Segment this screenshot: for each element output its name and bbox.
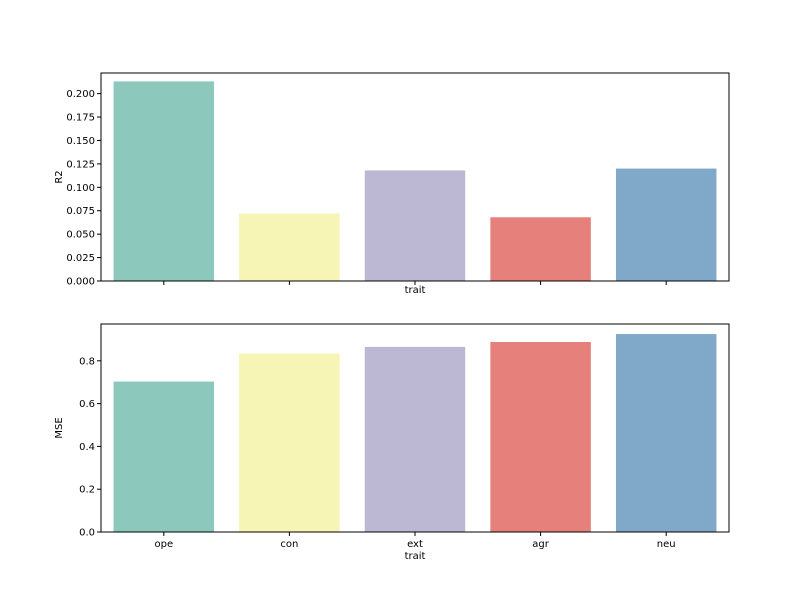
bar-r2-con: [239, 213, 340, 281]
ytick-label-mse: 0.0: [79, 528, 95, 539]
ytick-label-r2: 0.200: [66, 89, 95, 100]
ytick-label-r2: 0.150: [66, 136, 95, 147]
ytick-label-r2: 0.175: [66, 113, 95, 124]
bar-mse-agr: [490, 341, 591, 532]
xtick-label-mse: con: [280, 539, 298, 550]
x-axis-label-r2: trait: [405, 285, 426, 296]
xtick-label-mse: ext: [407, 539, 423, 550]
ytick-label-r2: 0.000: [66, 277, 95, 288]
bar-r2-neu: [615, 168, 717, 281]
xtick-label-mse: neu: [657, 539, 676, 550]
xtick-label-mse: agr: [532, 539, 549, 550]
xtick-label-mse: ope: [154, 539, 173, 550]
bar-mse-ope: [113, 381, 215, 532]
bar-r2-ext: [364, 170, 466, 281]
chart-panel-mse: 0.0 0.2 0.4 0.6 0.8 ope con ext agr neu trait MSE: [54, 323, 730, 562]
bar-mse-con: [239, 353, 340, 532]
bar-r2-agr: [490, 217, 591, 281]
y-axis-label-r2: R2: [54, 170, 65, 183]
ytick-label-r2: 0.025: [66, 253, 95, 264]
chart-panel-r2: 0.000 0.025 0.050 0.075 0.100 0.125 0.150 0.175…: [54, 72, 730, 296]
ytick-label-r2: 0.125: [66, 159, 95, 170]
x-axis-label-mse: trait: [405, 551, 426, 562]
ytick-label-mse: 0.2: [79, 485, 95, 496]
ytick-label-r2: 0.100: [66, 183, 95, 194]
bar-r2-ope: [113, 81, 215, 282]
ytick-label-mse: 0.8: [79, 356, 95, 367]
ytick-label-mse: 0.4: [79, 442, 95, 453]
ytick-label-r2: 0.050: [66, 230, 95, 241]
ytick-label-mse: 0.6: [79, 399, 95, 410]
ytick-label-r2: 0.075: [66, 206, 95, 217]
bar-mse-ext: [364, 346, 466, 532]
y-axis-label-mse: MSE: [54, 417, 65, 438]
bar-mse-neu: [615, 334, 717, 532]
